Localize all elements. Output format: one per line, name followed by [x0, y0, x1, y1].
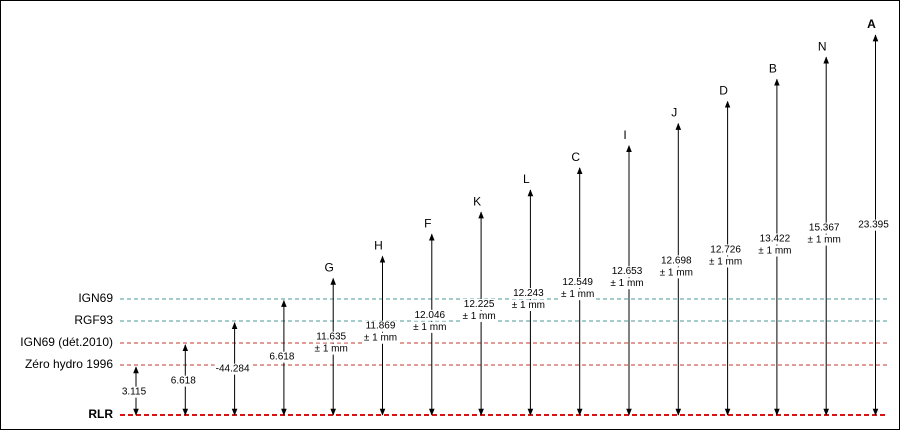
precision-label: ± 1 mm: [413, 322, 446, 333]
point-label: B: [769, 61, 777, 75]
precision-label: ± 1 mm: [758, 246, 791, 257]
precision-label: ± 1 mm: [364, 333, 397, 344]
value-background: [561, 277, 595, 289]
value-label: 23.395: [858, 220, 889, 231]
value-background: [462, 298, 496, 310]
point-label: G: [325, 261, 334, 275]
point-label: N: [818, 39, 827, 53]
level-label: RGF93: [74, 313, 113, 327]
precision-label: ± 1 mm: [462, 311, 495, 322]
precision-background: [313, 343, 349, 355]
level-label: IGN69 (dét.2010): [20, 335, 113, 349]
value-background: [857, 219, 891, 231]
precision-background: [757, 245, 793, 257]
point-label: D: [719, 84, 728, 98]
precision-label: ± 1 mm: [561, 289, 594, 300]
value-background: [758, 233, 792, 245]
point-label: H: [374, 239, 383, 253]
value-background: [268, 351, 296, 363]
value-background: [315, 331, 348, 343]
value-background: [364, 320, 397, 332]
precision-background: [806, 234, 842, 246]
value-label: 12.046: [415, 310, 446, 321]
value-label: 12.726: [710, 244, 741, 255]
point-label: I: [623, 128, 626, 142]
precision-label: ± 1 mm: [512, 300, 545, 311]
precision-label: ± 1 mm: [610, 278, 643, 289]
point-label: C: [571, 150, 580, 164]
precision-background: [412, 321, 448, 333]
level-label: Zéro hydro 1996: [25, 357, 113, 371]
value-label: 11.635: [316, 332, 346, 343]
value-background: [120, 386, 148, 398]
value-label: 12.225: [464, 299, 495, 310]
point-label: L: [523, 172, 530, 186]
precision-background: [362, 332, 399, 344]
precision-label: ± 1 mm: [709, 256, 742, 267]
level-label: IGN69: [78, 291, 113, 305]
point-label: F: [424, 216, 431, 230]
precision-label: ± 1 mm: [315, 344, 348, 355]
precision-label: ± 1 mm: [808, 235, 841, 246]
value-background: [214, 363, 251, 375]
value-background: [512, 288, 546, 300]
value-label: -44.284: [216, 364, 250, 375]
value-background: [807, 222, 841, 234]
point-label: A: [867, 17, 876, 31]
value-label: 13.422: [760, 234, 791, 245]
value-label: 12.698: [661, 255, 692, 266]
precision-background: [560, 289, 596, 301]
value-label: 3.115: [122, 387, 147, 398]
precision-background: [609, 278, 645, 290]
precision-background: [707, 256, 744, 268]
value-background: [660, 255, 694, 267]
point-label: K: [473, 194, 481, 208]
value-background: [709, 244, 743, 256]
value-label: 12.549: [562, 277, 593, 288]
value-background: [413, 309, 447, 321]
value-background: [169, 375, 198, 387]
value-label: 12.243: [513, 288, 544, 299]
level-label: RLR: [88, 407, 113, 421]
value-label: 11.869: [366, 321, 396, 332]
value-background: [610, 266, 644, 278]
point-label: J: [671, 106, 677, 120]
value-label: 6.618: [269, 352, 294, 363]
precision-background: [461, 310, 497, 322]
value-label: 6.618: [171, 376, 196, 387]
precision-background: [510, 300, 547, 312]
value-label: 12.653: [612, 266, 643, 277]
precision-background: [658, 267, 694, 279]
precision-label: ± 1 mm: [660, 267, 693, 278]
value-label: 15.367: [809, 223, 840, 234]
